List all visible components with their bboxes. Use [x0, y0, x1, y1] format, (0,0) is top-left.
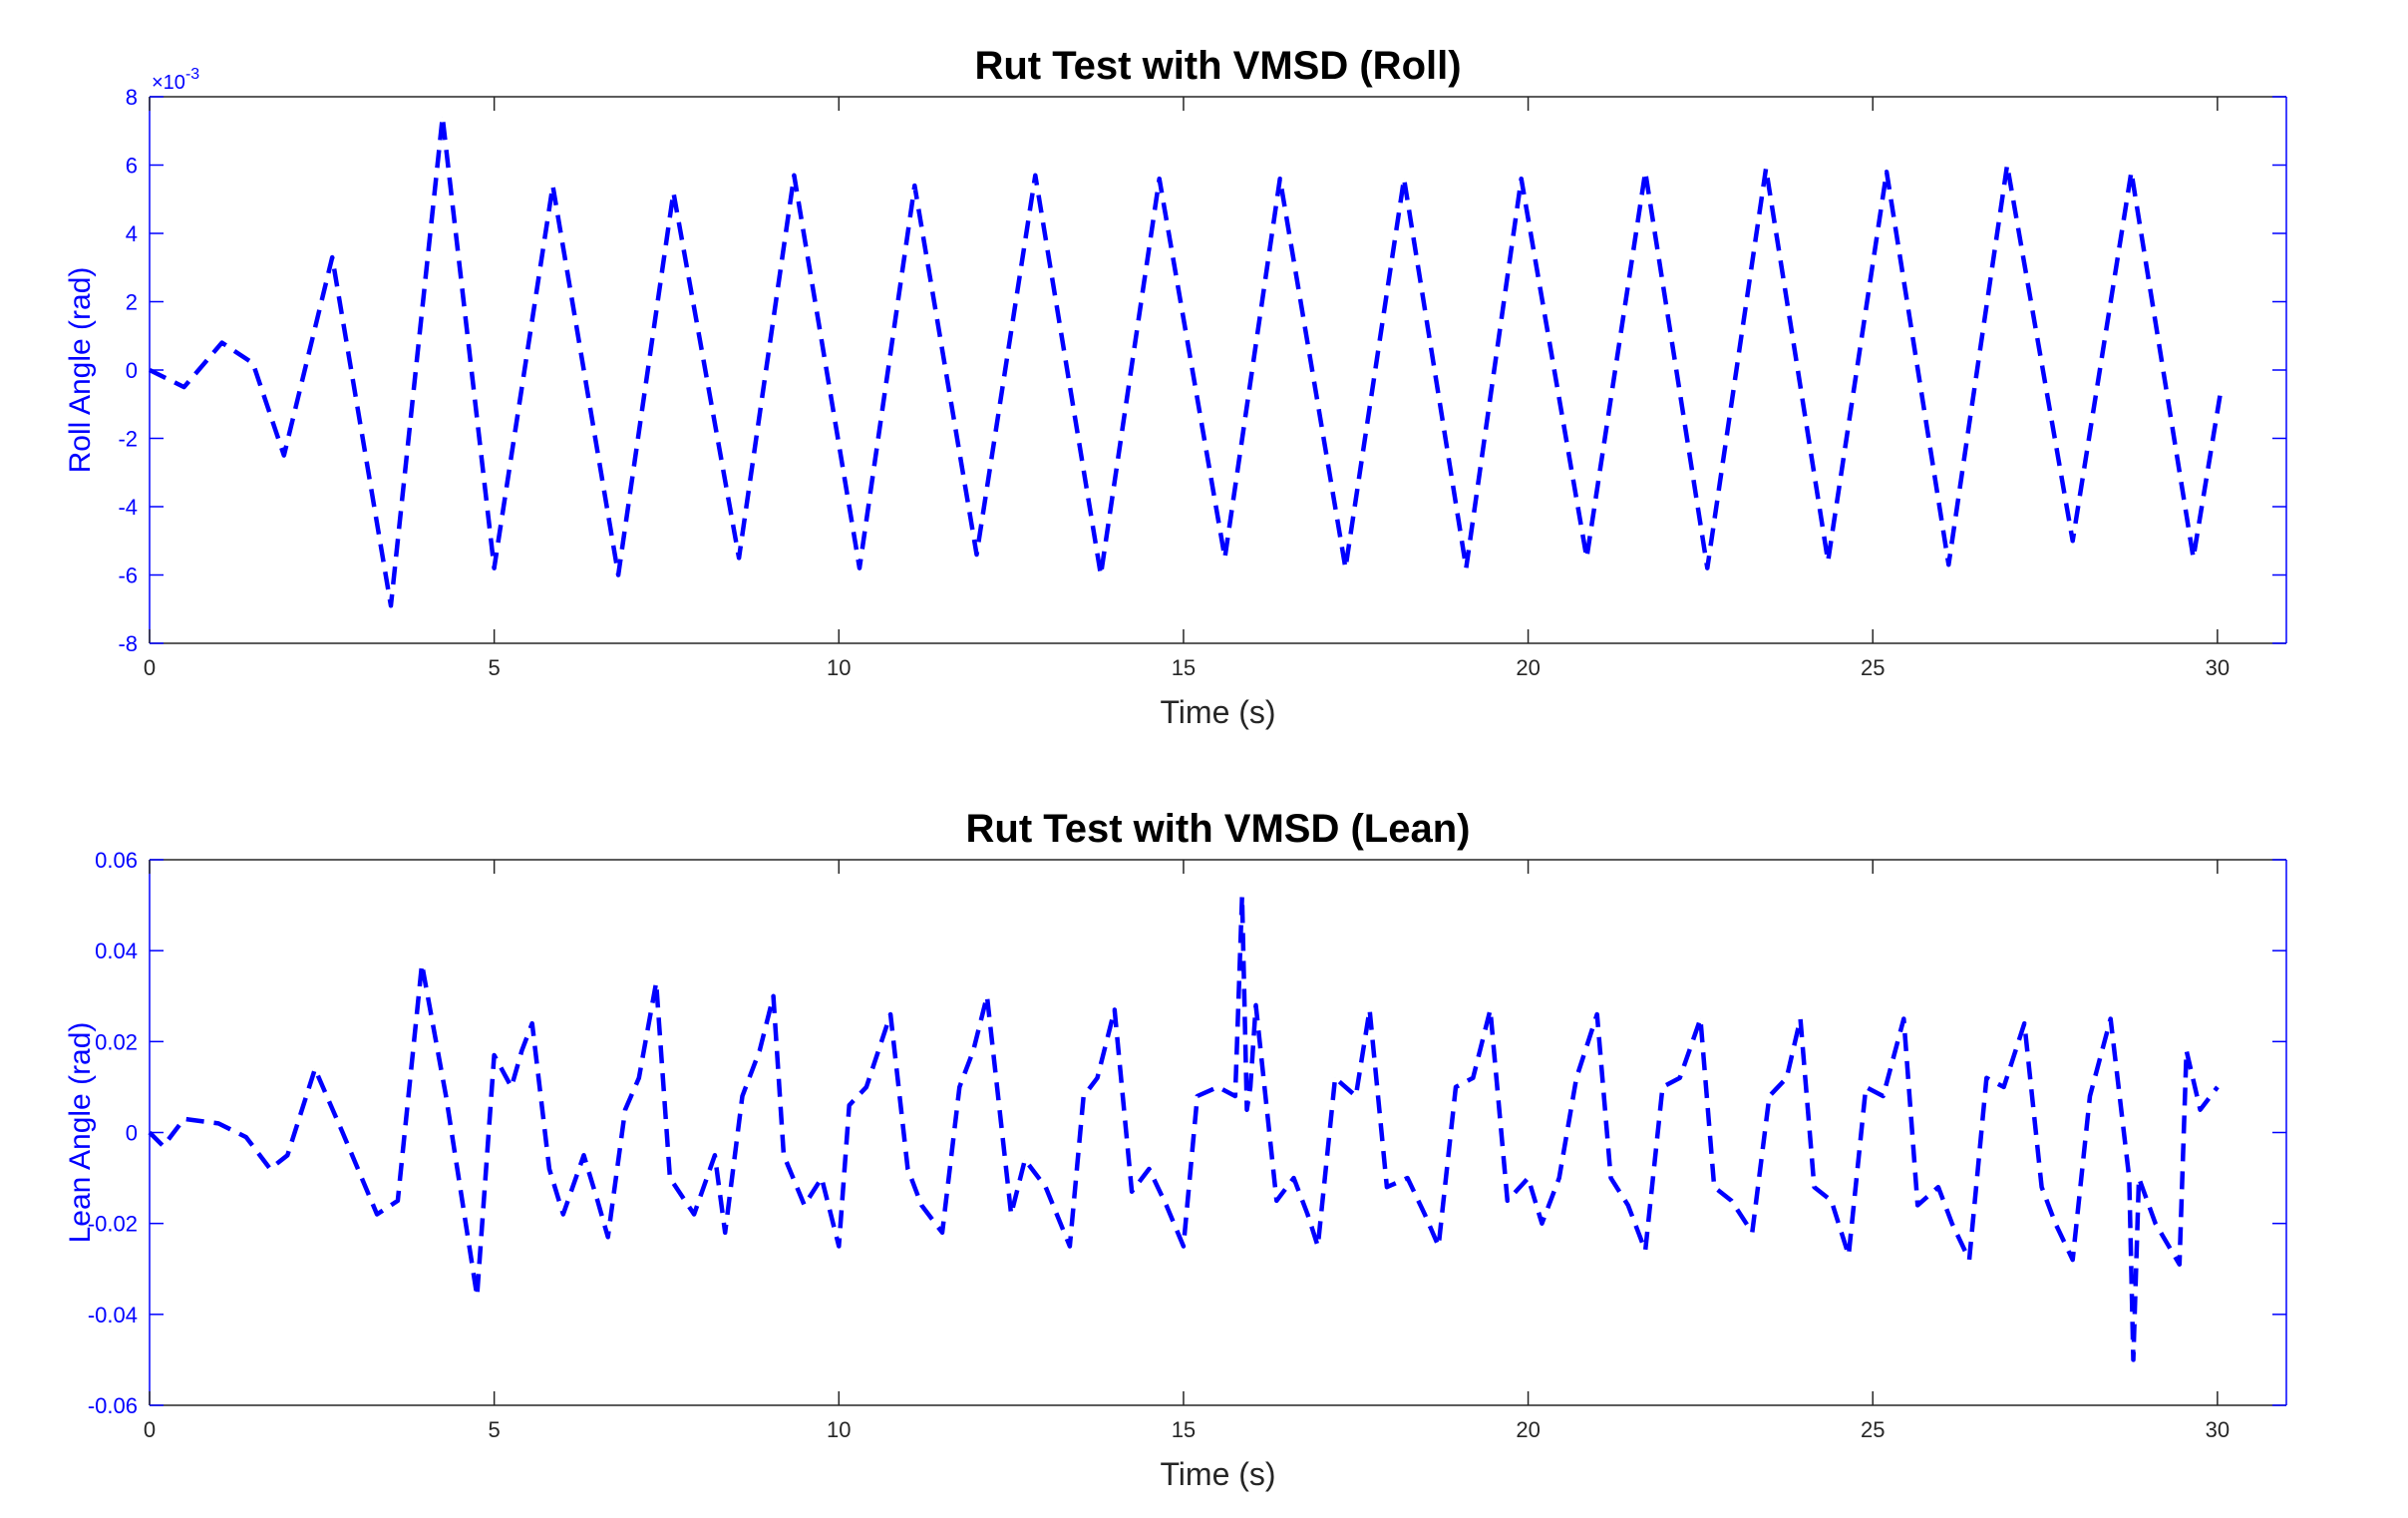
lean-xtick-label: 20 [1516, 1417, 1540, 1442]
lean-x-axis-label: Time (s) [1160, 1456, 1275, 1492]
lean-ytick-label: 0.04 [95, 939, 138, 963]
lean-ytick-label: -0.04 [88, 1303, 138, 1328]
lean-xtick-label: 10 [827, 1417, 851, 1442]
roll-ytick-label: -8 [118, 631, 138, 656]
roll-x-axis-label: Time (s) [1160, 694, 1275, 730]
lean-ytick-label: 0.02 [95, 1029, 138, 1054]
roll-y-exponent-base: ×10 [152, 72, 185, 94]
lean-xtick-label: 15 [1172, 1417, 1196, 1442]
lean-ytick-label: 0 [126, 1121, 138, 1146]
lean-ytick-label: 0.06 [95, 848, 138, 873]
roll-ytick-label: 4 [126, 221, 138, 246]
roll-xtick-label: 25 [1861, 655, 1885, 680]
lean-xtick-label: 5 [489, 1417, 501, 1442]
roll-chart: 0 5 10 15 20 25 30 -8 -6 -4 -2 0 2 4 6 8 ×10-3 Rut Test w… [64, 44, 2287, 730]
roll-ytick-label: 2 [126, 290, 138, 315]
roll-series-line [149, 115, 2224, 608]
lean-title: Rut Test with VMSD (Lean) [966, 807, 1471, 851]
lean-xtick-label: 30 [2206, 1417, 2230, 1442]
roll-ytick-label: -4 [118, 495, 138, 520]
roll-xtick-label: 5 [489, 655, 501, 680]
lean-series-line [148, 894, 2220, 1362]
roll-xtick-label: 10 [827, 655, 851, 680]
lean-ytick-label: -0.02 [88, 1212, 138, 1237]
roll-xtick-label: 0 [144, 655, 156, 680]
roll-xtick-label: 15 [1172, 655, 1196, 680]
roll-title: Rut Test with VMSD (Roll) [974, 44, 1461, 88]
lean-xtick-label: 25 [1861, 1417, 1885, 1442]
lean-ytick-label: -0.06 [88, 1393, 138, 1418]
roll-ytick-label: -2 [118, 427, 138, 452]
roll-y-axis-label: Roll Angle (rad) [64, 267, 97, 474]
roll-xtick-label: 20 [1516, 655, 1540, 680]
lean-y-axis-label: Lean Angle (rad) [64, 1022, 97, 1244]
roll-y-exponent-power: -3 [185, 66, 199, 83]
lean-xtick-label: 0 [144, 1417, 156, 1442]
roll-ytick-label: 0 [126, 358, 138, 383]
roll-y-exponent-label: ×10-3 [152, 66, 199, 94]
roll-ytick-label: 6 [126, 154, 138, 179]
roll-ytick-label: -6 [118, 564, 138, 588]
roll-xtick-label: 30 [2206, 655, 2230, 680]
roll-ytick-label: 8 [126, 85, 138, 110]
lean-chart: 0 5 10 15 20 25 30 -0.06 -0.04 -0.02 0 0.02 0.04 0.06… [64, 807, 2287, 1492]
